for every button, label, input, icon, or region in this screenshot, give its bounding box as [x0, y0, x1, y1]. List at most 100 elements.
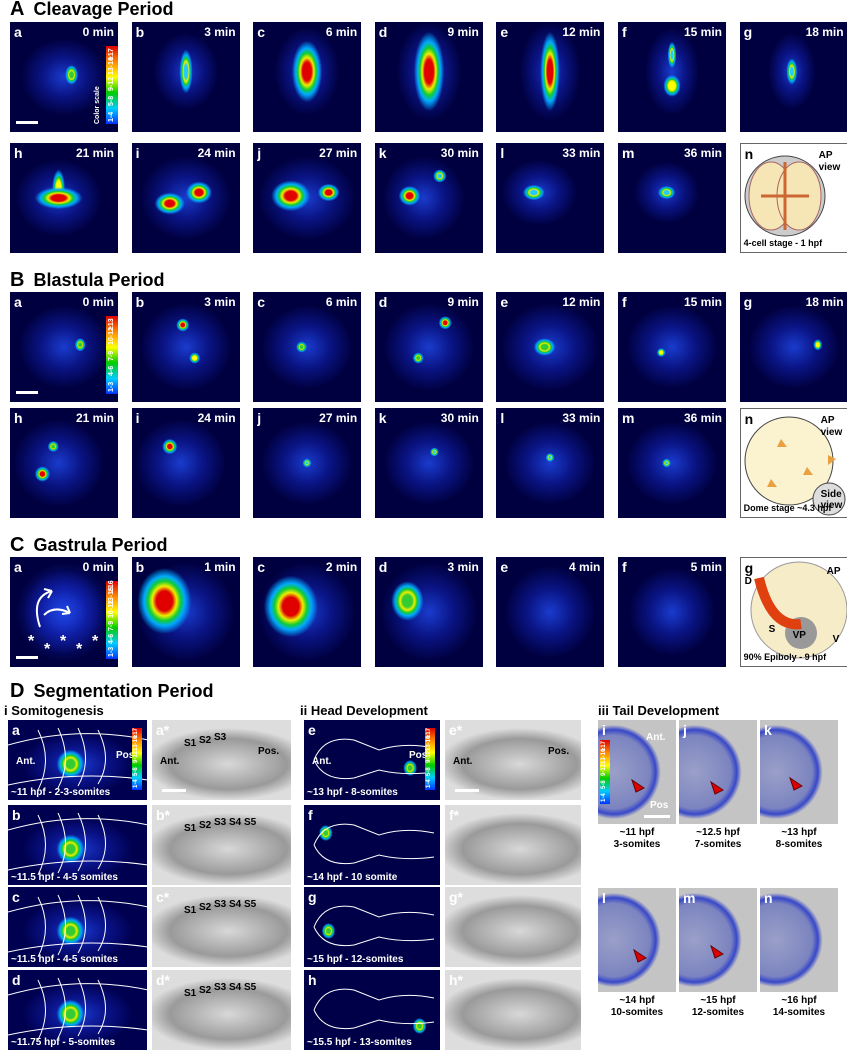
panel-label: d: [378, 294, 388, 310]
outline: [8, 812, 147, 876]
somite-label: S1: [184, 738, 197, 749]
somite-label: S4: [229, 817, 242, 828]
diagram-text: AP: [826, 566, 841, 577]
scale-tick: ≥17: [426, 728, 432, 739]
panel-time: 1 min: [204, 560, 236, 574]
panel-label: c*: [156, 889, 170, 905]
diagram-text: S: [768, 624, 776, 635]
diagram-label: n: [744, 146, 754, 162]
panel-caption: ~16 hpf: [781, 995, 817, 1006]
diagram-text: Side: [820, 489, 842, 500]
panel-caption: 10-somites: [610, 1007, 664, 1018]
diagram-text: view: [820, 500, 843, 511]
diagram-text: view: [818, 162, 841, 173]
somite-label: S3: [214, 817, 227, 828]
image-panel: c 6 min: [253, 292, 362, 402]
panel-label: a: [12, 722, 20, 738]
panel-label: b*: [156, 807, 170, 823]
panel-label: c: [12, 889, 20, 905]
dic-panel: c* S1 S2 S3 S4 S5: [152, 887, 291, 967]
image-panel: h 21 min: [10, 143, 118, 253]
image-panel: e 12 min: [496, 22, 605, 132]
panel-label: e*: [449, 722, 463, 738]
somite-label: S5: [244, 982, 257, 993]
panel-caption: ~14 hpf - 10 somite: [307, 872, 398, 883]
panel-label: e: [500, 294, 509, 310]
dic-panel: f*: [445, 805, 581, 885]
somite-label: S1: [184, 905, 197, 916]
section-letter: C: [10, 534, 25, 556]
panel-label: a: [14, 24, 22, 40]
posterior-label: Pos.: [258, 746, 280, 757]
anterior-label: Ant.: [16, 756, 36, 767]
diagram-text: VP: [792, 630, 806, 641]
scale-tick: 9-12: [133, 751, 139, 764]
panel-label: a: [14, 559, 22, 575]
panel-label: i: [135, 145, 140, 161]
panel-time: 9 min: [447, 25, 479, 39]
diagram-text: D: [744, 576, 752, 587]
image-panel: f 15 min: [618, 292, 726, 402]
section-title: D Segmentation Period: [10, 680, 213, 703]
panel-time: 15 min: [683, 295, 722, 309]
asterisk: *: [28, 633, 35, 650]
image-panel: i Ant. Pos 1-4 5-8 9-12 13-16 ≥17: [598, 720, 676, 824]
subsection-title: iii Tail Development: [598, 703, 720, 718]
panel-caption: ~11.75 hpf - 5-somites: [11, 1037, 116, 1048]
panel-caption: 8-somites: [775, 839, 823, 850]
image-panel: e 12 min: [496, 292, 605, 402]
panel-label: k: [378, 410, 387, 426]
posterior-label: Pos: [650, 800, 669, 811]
scale-tick: 5-8: [601, 780, 607, 790]
panel-time: 0 min: [82, 560, 114, 574]
panel-label: l: [602, 890, 606, 906]
section-name: Cleavage Period: [33, 0, 174, 19]
panel-time: 3 min: [204, 295, 236, 309]
image-panel: c 6 min: [253, 22, 362, 132]
image-panel: k 30 min: [374, 143, 483, 253]
arrowhead: [710, 944, 724, 959]
panel-caption: 12-somites: [691, 1007, 745, 1018]
somite-label: S2: [199, 735, 212, 746]
panel-time: 24 min: [197, 146, 236, 160]
section-letter: B: [10, 269, 25, 291]
diagram-panel: g AP D S VP V 90% Epiboly - 9 hpf: [739, 557, 847, 667]
asterisk: *: [92, 633, 99, 650]
scale-bar: [644, 815, 670, 818]
scale-tick: 1-3: [108, 381, 115, 392]
image-panel: h ~15.5 hpf - 13-somites: [304, 970, 440, 1050]
panel-label: f: [308, 807, 313, 823]
scale-tick: 7-9: [108, 350, 115, 361]
panel-label: l: [500, 410, 505, 426]
panel-time: 9 min: [447, 295, 479, 309]
panel-time: 3 min: [447, 560, 479, 574]
image-panel: j: [679, 720, 757, 824]
scale-bar: [162, 789, 186, 792]
panel-time: 21 min: [75, 411, 114, 425]
scale-tick: 9-12: [426, 751, 432, 764]
panel-label: h*: [449, 972, 463, 988]
panel-label: e: [500, 24, 509, 40]
panel-label: h: [308, 972, 317, 988]
panel-label: h: [14, 410, 23, 426]
somite-label: S5: [244, 817, 257, 828]
panel-caption: ~15.5 hpf - 13-somites: [307, 1037, 412, 1048]
panel-time: 36 min: [683, 411, 722, 425]
image-panel: c ~11.5 hpf - 4-5 somites: [8, 887, 147, 967]
panel-time: 27 min: [319, 411, 358, 425]
panel-caption: ~11.5 hpf - 4-5 somites: [11, 872, 118, 883]
image-panel: f ~14 hpf - 10 somite: [304, 805, 440, 885]
image-panel: l: [598, 888, 676, 992]
panel-time: 4 min: [569, 560, 601, 574]
panel-caption: ~15 hpf: [700, 995, 736, 1006]
panel-label: f: [622, 559, 627, 575]
image-panel: e ~13 hpf - 8-somites Ant. Pos 1-4 5-8 9-12 13-…: [304, 720, 440, 800]
image-panel: g 18 min: [739, 22, 847, 132]
scale-tick: 4-6: [108, 366, 115, 377]
image-panel: b ~11.5 hpf - 4-5 somites: [8, 805, 147, 885]
panel-label: d*: [156, 972, 170, 988]
panel-time: 21 min: [75, 146, 114, 160]
panel-caption: 3-somites: [613, 839, 661, 850]
section-letter: D: [10, 680, 25, 702]
